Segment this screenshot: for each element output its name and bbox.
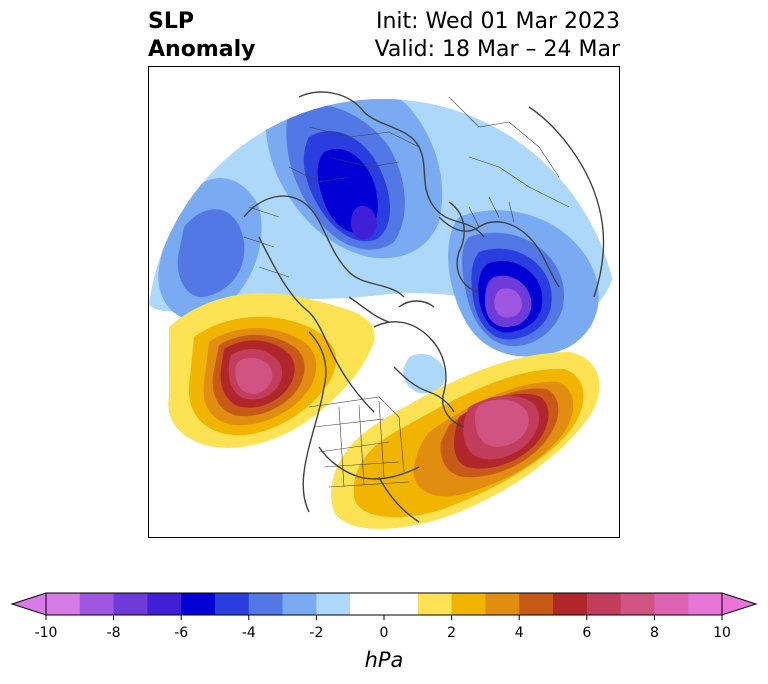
colorbar-segment bbox=[485, 593, 520, 615]
colorbar-tick-label: -6 bbox=[174, 625, 188, 641]
colorbar-segment bbox=[553, 593, 588, 615]
forecast-info: Init: Wed 01 Mar 2023 Valid: 18 Mar – 24… bbox=[375, 8, 620, 64]
colorbar-segment bbox=[586, 593, 622, 615]
slp-anomaly-map bbox=[148, 66, 620, 538]
colorbar: -10 -8 -6 -4 -2 0 2 4 6 8 10 bbox=[10, 592, 758, 641]
colorbar-tick-label: 6 bbox=[582, 625, 591, 641]
title-line-1: SLP bbox=[148, 9, 194, 34]
init-date-label: Init: Wed 01 Mar 2023 bbox=[375, 9, 620, 34]
colorbar-tick-label: 10 bbox=[713, 625, 731, 641]
negative-anomaly-14 bbox=[494, 288, 522, 318]
colorbar-segment bbox=[79, 593, 115, 615]
colorbar-segment bbox=[519, 593, 554, 615]
map-title: SLP Anomaly bbox=[148, 8, 255, 64]
colorbar-segment bbox=[451, 593, 486, 615]
colorbar-tick-label: -2 bbox=[309, 625, 323, 641]
colorbar-ticks: -10 -8 -6 -4 -2 0 2 4 6 8 10 bbox=[35, 615, 731, 641]
colorbar-segment bbox=[181, 593, 216, 615]
anomaly-fill-layer bbox=[149, 99, 619, 529]
country-borders bbox=[243, 96, 570, 488]
colorbar-segment bbox=[417, 593, 453, 615]
colorbar-segment bbox=[147, 593, 182, 615]
colorbar-segment bbox=[316, 593, 351, 615]
negative-anomaly-3 bbox=[177, 209, 245, 298]
colorbar-tick-label: 4 bbox=[515, 625, 524, 641]
valid-range-label: Valid: 18 Mar – 24 Mar bbox=[374, 37, 620, 62]
colorbar-segment bbox=[350, 593, 419, 615]
positive-anomaly-7 bbox=[235, 357, 273, 394]
colorbar-tick-label: -4 bbox=[242, 625, 256, 641]
colorbar-tick-label: -10 bbox=[35, 625, 58, 641]
colorbar-extend-min bbox=[10, 592, 47, 616]
map-svg bbox=[149, 91, 619, 529]
colorbar-extend-max bbox=[721, 592, 758, 616]
colorbar-tick-label: 8 bbox=[650, 625, 659, 641]
colorbar-segment bbox=[248, 593, 284, 615]
colorbar-tick-label: 2 bbox=[447, 625, 456, 641]
negative-anomaly-15 bbox=[403, 353, 446, 394]
title-line-2: Anomaly bbox=[148, 37, 256, 62]
colorbar-tick-label: -8 bbox=[107, 625, 121, 641]
colorbar-segment bbox=[282, 593, 317, 615]
colorbar-segment bbox=[688, 593, 723, 615]
colorbar-segment bbox=[113, 593, 148, 615]
colorbar-segment bbox=[620, 593, 655, 615]
colorbar-segments bbox=[46, 593, 723, 615]
colorbar-segment bbox=[46, 593, 81, 615]
negative-anomaly-8 bbox=[350, 205, 377, 240]
colorbar-segment bbox=[215, 593, 250, 615]
colorbar-segment bbox=[654, 593, 689, 615]
colorbar-tick-label: 0 bbox=[380, 625, 389, 641]
positive-anomaly-14 bbox=[474, 399, 529, 447]
colorbar-unit-label: hPa bbox=[364, 648, 404, 672]
